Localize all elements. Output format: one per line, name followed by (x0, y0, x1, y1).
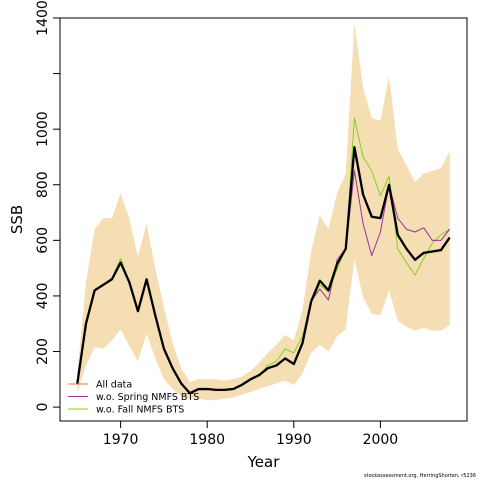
y-axis: 0 200 400 600 800 1000 1400 (35, 0, 60, 412)
x-axis-title: Year (247, 453, 281, 471)
y-tick-label: 0 (35, 403, 51, 412)
y-tick-label: 600 (35, 227, 51, 254)
y-tick-label: 800 (35, 171, 51, 198)
y-tick-label: 400 (35, 283, 51, 310)
x-tick-label: 1980 (189, 432, 225, 448)
y-tick-label: 1000 (35, 111, 51, 147)
credit-text: stockassessment.org, HerringShorten, r52… (364, 473, 476, 479)
x-tick-label: 2000 (363, 432, 399, 448)
x-tick-label: 1970 (103, 432, 139, 448)
series-line-all-data (76, 146, 451, 395)
legend-label-all-data: All data (96, 380, 132, 391)
confidence-band (77, 23, 450, 401)
y-axis-title: SSB (8, 205, 26, 234)
legend-label-w-o-spring-nmfs-bts: w.o. Spring NMFS BTS (96, 392, 199, 403)
legend-label-w-o-fall-nmfs-bts: w.o. Fall NMFS BTS (96, 405, 184, 416)
y-tick-label: 1400 (35, 0, 51, 36)
series-lines-layer (76, 117, 451, 395)
x-tick-label: 1990 (276, 432, 312, 448)
y-tick-label: 200 (35, 338, 51, 365)
x-axis: 1970 1980 1990 2000 (103, 420, 399, 448)
confidence-band-layer (77, 23, 450, 401)
